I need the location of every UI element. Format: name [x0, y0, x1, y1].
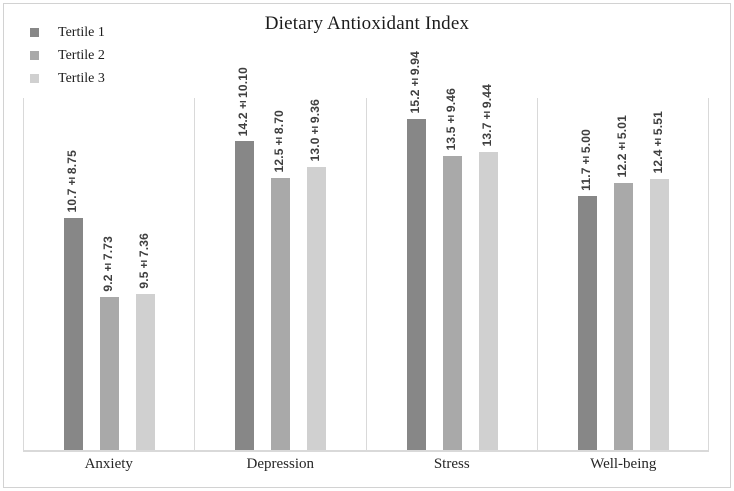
bar-tertile-1-stress [406, 119, 426, 450]
legend-item-label: Tertile 3 [58, 70, 105, 86]
bar-tertile-3-well-being [649, 179, 669, 450]
bar-tertile-3-anxiety [136, 294, 155, 450]
bar-tertile-3-depression [307, 167, 327, 450]
plot-area: 10.7±8.75 9.2±7.73 9.5±7.36 14.2±10.10 12.5±… [23, 51, 709, 452]
bar-value-label: 14.2±10.10 [236, 66, 251, 136]
bar-tertile-3-stress [478, 152, 498, 450]
legend-swatch-icon [30, 74, 39, 83]
legend-swatch-icon [30, 51, 39, 60]
bar-tertile-1-well-being [577, 196, 597, 450]
bar-tertile-1-anxiety [64, 218, 83, 450]
bar-value-label: 11.7±5.00 [578, 129, 593, 191]
legend-item-tertile-1: Tertile 1 [30, 21, 105, 44]
category-label-anxiety: Anxiety [84, 456, 133, 472]
bar-tertile-2-anxiety [100, 297, 119, 450]
bar-tertile-2-well-being [613, 183, 633, 450]
bar-value-label: 9.2±7.73 [101, 236, 115, 292]
category-label-well-being: Well-being [590, 456, 657, 472]
category-panel-anxiety: 10.7±8.75 9.2±7.73 9.5±7.36 [23, 98, 194, 452]
bar-value-label: 13.0±9.36 [308, 99, 323, 162]
legend-item-tertile-3: Tertile 3 [30, 67, 105, 90]
bar-tertile-2-depression [271, 178, 291, 450]
legend: Tertile 1 Tertile 2 Tertile 3 [30, 21, 105, 90]
category-panel-well-being: 11.7±5.00 12.2±5.01 12.4±5.51 [536, 98, 709, 452]
legend-item-tertile-2: Tertile 2 [30, 44, 105, 67]
bar-value-label: 12.5±8.70 [272, 110, 287, 173]
bar-value-label: 13.5±9.46 [443, 88, 458, 151]
category-label-depression: Depression [246, 456, 315, 472]
category-panel-stress: 15.2±9.94 13.5±9.46 13.7±9.44 [365, 51, 537, 452]
category-label-stress: Stress [433, 456, 470, 472]
bar-value-label: 9.5±7.36 [137, 233, 151, 289]
bar-value-label: 10.7±8.75 [65, 150, 79, 213]
bar-value-label: 15.2±9.94 [407, 51, 422, 114]
bar-tertile-1-depression [235, 141, 255, 450]
category-axis-labels: Anxiety Depression Stress Well-being [23, 456, 709, 473]
chart-title: Dietary Antioxidant Index [264, 13, 470, 34]
legend-item-label: Tertile 1 [58, 24, 105, 40]
legend-item-label: Tertile 2 [58, 47, 105, 63]
category-panel-depression: 14.2±10.10 12.5±8.70 13.0±9.36 [194, 67, 365, 452]
legend-swatch-icon [30, 28, 39, 37]
bar-value-label: 12.2±5.01 [614, 115, 629, 178]
bar-tertile-2-stress [442, 156, 462, 450]
bar-value-label: 13.7±9.44 [479, 84, 494, 147]
bar-value-label: 12.4±5.51 [650, 111, 665, 174]
